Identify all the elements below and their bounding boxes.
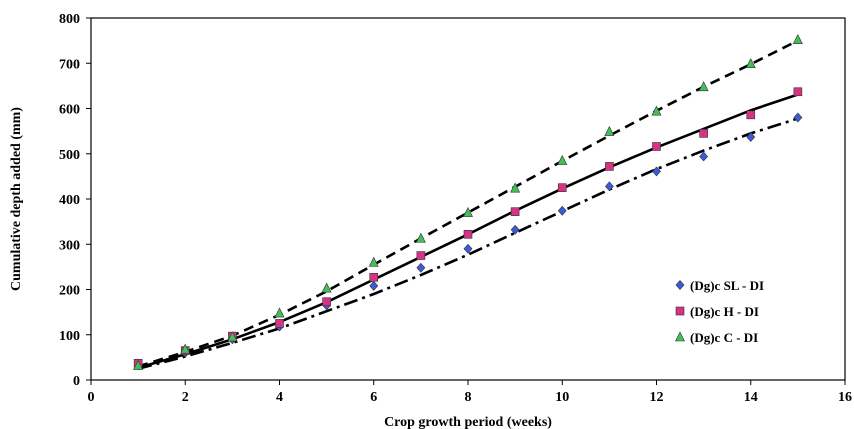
data-point-s3 [133, 359, 144, 370]
data-point-s1 [416, 262, 426, 273]
legend: (Dg)c SL - DI (Dg)c H - DI (Dg)c C - DI [675, 278, 764, 345]
x-tick-label: 8 [465, 390, 472, 405]
y-tick-label: 800 [59, 12, 80, 27]
y-tick-label: 700 [59, 57, 80, 72]
data-point-s2 [510, 207, 520, 216]
x-tick-label: 14 [744, 390, 758, 405]
legend-label-1: (Dg)c SL - DI [690, 278, 764, 293]
axis-ticks: 0 2 4 6 8 10 12 14 16 0 100 200 300 400 500 600 700 800 [59, 12, 852, 405]
data-point-s3 [792, 34, 803, 45]
data-point-s2 [557, 183, 567, 192]
data-point-s1 [793, 112, 803, 123]
y-tick-label: 200 [59, 284, 80, 299]
data-point-s1 [746, 132, 756, 142]
data-point-s2 [369, 272, 379, 282]
y-tick-label: 600 [59, 103, 80, 118]
data-point-s1 [652, 166, 661, 177]
x-tick-label: 6 [370, 390, 377, 405]
data-point-s3 [651, 105, 662, 116]
data-point-s2 [605, 162, 614, 171]
x-tick-label: 4 [276, 390, 283, 405]
data-point-s2 [416, 251, 426, 260]
y-axis-label: Cumulative depth added (mm) [9, 107, 24, 291]
data-point-s2 [746, 110, 756, 120]
data-point-s1 [463, 243, 473, 254]
data-point-s3 [604, 125, 615, 136]
x-axis-label: Crop growth period (weeks) [384, 415, 552, 429]
legend-label-3: (Dg)c C - DI [690, 330, 758, 345]
data-point-s3 [463, 206, 473, 217]
x-tick-label: 2 [182, 390, 189, 405]
data-point-s1 [557, 205, 567, 216]
data-point-s1 [699, 151, 709, 162]
data-point-s3 [274, 307, 285, 318]
data-point-s3 [698, 81, 709, 92]
data-point-s3 [510, 182, 521, 193]
data-point-s3 [745, 58, 756, 69]
data-point-s1 [510, 224, 520, 235]
x-tick-label: 10 [555, 390, 569, 405]
y-tick-label: 400 [59, 193, 80, 208]
data-point-s3 [368, 256, 379, 267]
data-point-s3 [557, 154, 568, 165]
data-point-s3 [321, 282, 332, 293]
data-point-s2 [699, 129, 708, 138]
data-point-s2 [322, 297, 331, 307]
legend-marker-3 [675, 331, 685, 342]
x-tick-label: 16 [838, 390, 852, 405]
trend-line-3 [137, 39, 799, 368]
data-points [133, 34, 803, 370]
y-tick-label: 0 [73, 374, 80, 389]
x-tick-label: 0 [88, 390, 95, 405]
y-tick-label: 100 [59, 329, 80, 344]
data-point-s3 [227, 331, 238, 342]
data-point-s2 [652, 142, 661, 151]
x-tick-label: 12 [650, 390, 664, 405]
trend-lines [137, 39, 799, 370]
data-point-s2 [275, 319, 284, 328]
data-point-s1 [604, 181, 614, 192]
data-point-s2 [793, 87, 803, 97]
data-point-s1 [369, 280, 379, 291]
data-point-s3 [180, 343, 191, 354]
data-point-s3 [415, 232, 426, 243]
legend-marker-1 [675, 280, 685, 290]
trend-line-1 [137, 117, 799, 370]
data-point-s2 [463, 229, 473, 239]
legend-label-2: (Dg)c H - DI [690, 304, 759, 319]
y-tick-label: 500 [59, 148, 80, 163]
legend-marker-2 [675, 306, 685, 316]
y-tick-label: 300 [59, 238, 80, 253]
